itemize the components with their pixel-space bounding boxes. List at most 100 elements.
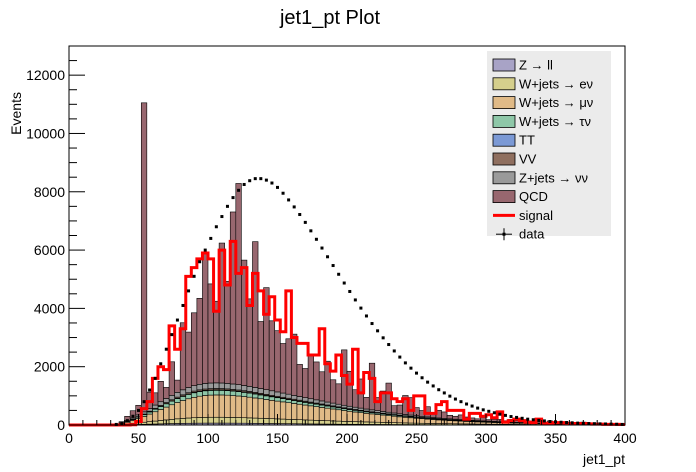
bar xyxy=(335,409,342,422)
bar xyxy=(307,398,314,403)
data-point xyxy=(253,177,257,181)
bar xyxy=(229,383,237,390)
bar xyxy=(330,402,337,407)
data-point xyxy=(381,336,385,340)
bar xyxy=(252,387,259,393)
bar xyxy=(446,420,453,424)
bar xyxy=(452,415,459,420)
bar xyxy=(191,312,198,386)
bar xyxy=(241,417,248,424)
bar xyxy=(213,300,220,384)
data-point xyxy=(392,349,396,353)
bar xyxy=(246,396,253,419)
data-point xyxy=(403,361,407,365)
bar xyxy=(363,408,370,412)
bar xyxy=(185,394,192,400)
data-point xyxy=(442,391,446,395)
bar xyxy=(213,382,220,389)
bar xyxy=(213,390,220,396)
data-point xyxy=(331,264,335,268)
series-w-jets xyxy=(113,390,626,425)
bar xyxy=(346,421,353,425)
data-point xyxy=(153,376,157,380)
bar xyxy=(291,403,298,420)
legend-swatch xyxy=(492,115,516,128)
bar xyxy=(274,391,281,397)
bar xyxy=(274,397,281,402)
bar xyxy=(235,395,242,418)
bar xyxy=(374,421,381,425)
data-point xyxy=(487,409,491,413)
legend: Z → ll W+jets → eν W+jets → μν W+jets → τν T… xyxy=(487,51,611,242)
bar xyxy=(163,403,170,408)
bar xyxy=(457,420,465,425)
bar xyxy=(307,405,314,421)
bar xyxy=(229,395,237,418)
bar xyxy=(318,371,326,402)
bar xyxy=(229,390,237,396)
bar xyxy=(307,403,314,407)
x-tick-label: 100 xyxy=(196,430,220,446)
legend-label: QCD xyxy=(519,189,548,204)
legend-label: TT xyxy=(519,133,535,148)
bar xyxy=(318,407,326,421)
bar xyxy=(257,321,264,389)
bar xyxy=(463,421,470,425)
bar xyxy=(285,338,292,395)
bar xyxy=(157,420,164,425)
y-tick-label: 2000 xyxy=(34,359,65,375)
legend-swatch xyxy=(502,232,506,236)
data-point xyxy=(376,329,380,333)
data-point xyxy=(337,272,341,276)
bar xyxy=(341,410,348,422)
bar xyxy=(363,413,370,423)
data-point xyxy=(437,388,441,392)
data-point xyxy=(431,384,435,388)
data-point xyxy=(225,204,229,208)
data-point xyxy=(248,179,252,183)
data-point xyxy=(137,408,140,412)
data-point xyxy=(498,412,502,416)
bar xyxy=(296,396,303,401)
bar xyxy=(452,420,459,425)
bar xyxy=(318,404,326,408)
bar xyxy=(313,399,320,404)
data-point xyxy=(170,333,174,337)
x-tick-label: 350 xyxy=(544,430,568,446)
bar xyxy=(168,404,175,420)
bar xyxy=(474,421,481,425)
bar xyxy=(246,392,253,398)
bar xyxy=(279,401,287,420)
data-point xyxy=(515,415,519,419)
data-point xyxy=(459,400,463,404)
bar xyxy=(163,387,170,399)
data-point xyxy=(342,281,346,285)
bar xyxy=(213,394,220,418)
bar xyxy=(368,413,376,423)
bar xyxy=(185,398,192,419)
bar xyxy=(174,392,181,398)
data-point xyxy=(259,177,263,181)
bar xyxy=(252,417,259,424)
data-point xyxy=(415,371,418,375)
y-tick-label: 6000 xyxy=(34,242,65,258)
bar xyxy=(296,403,303,420)
bar xyxy=(285,418,292,424)
bar xyxy=(291,400,298,404)
bar xyxy=(224,394,231,418)
data-point xyxy=(187,289,191,293)
data-point xyxy=(520,416,524,420)
y-tick-label: 0 xyxy=(57,417,65,433)
legend-swatch xyxy=(492,96,516,109)
bar xyxy=(330,408,337,422)
bar xyxy=(402,416,409,424)
data-point xyxy=(242,182,246,186)
bar xyxy=(257,398,264,419)
bar xyxy=(352,411,359,422)
bar xyxy=(363,421,370,425)
bar xyxy=(302,402,309,406)
data-point xyxy=(503,413,507,417)
bar xyxy=(279,398,287,403)
data-point xyxy=(198,260,202,264)
